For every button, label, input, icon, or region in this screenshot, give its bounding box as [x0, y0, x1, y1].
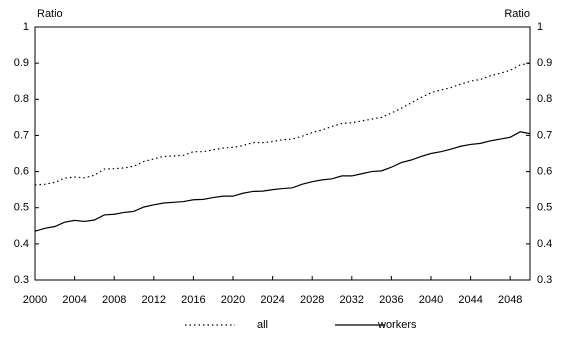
x-tick-label: 2024 — [260, 294, 284, 306]
y-tick-label: 0.3 — [14, 274, 29, 286]
y2-tick-label: 0.7 — [537, 129, 552, 141]
series-line — [34, 131, 531, 232]
y2-axis-label: Ratio — [504, 8, 530, 20]
y2-tick-label: 0.8 — [537, 93, 552, 105]
y-tick-label: 0.9 — [14, 57, 29, 69]
x-tick-label: 2012 — [142, 294, 166, 306]
x-tick-label: 2008 — [102, 294, 126, 306]
y2-tick-label: 0.6 — [537, 165, 552, 177]
y2-tick-label: 0.3 — [537, 274, 552, 286]
y2-tick-label: 0.9 — [537, 57, 552, 69]
legend-label: workers — [377, 319, 417, 331]
y-tick-label: 0.5 — [14, 202, 29, 214]
y2-tick-label: 0.4 — [537, 238, 552, 250]
y-tick-label: 0.6 — [14, 165, 29, 177]
y2-tick-label: 0.5 — [537, 202, 552, 214]
x-tick-label: 2036 — [379, 294, 403, 306]
legend-label: all — [257, 319, 268, 331]
x-tick-label: 2020 — [221, 294, 245, 306]
y2-tick-label: 1 — [537, 21, 543, 33]
plot-frame — [34, 26, 531, 281]
x-tick-label: 2048 — [498, 294, 522, 306]
x-tick-label: 2044 — [458, 294, 482, 306]
x-tick-label: 2040 — [419, 294, 443, 306]
y-axis-label: Ratio — [37, 8, 63, 20]
x-tick-label: 2016 — [181, 294, 205, 306]
x-tick-label: 2004 — [62, 294, 86, 306]
x-tick-label: 2028 — [300, 294, 324, 306]
y-tick-label: 0.4 — [14, 238, 29, 250]
y-tick-label: 0.7 — [14, 129, 29, 141]
x-tick-label: 2032 — [340, 294, 364, 306]
series-line — [34, 62, 531, 186]
x-tick-label: 2000 — [23, 294, 47, 306]
y-tick-label: 1 — [23, 21, 29, 33]
y-tick-label: 0.8 — [14, 93, 29, 105]
